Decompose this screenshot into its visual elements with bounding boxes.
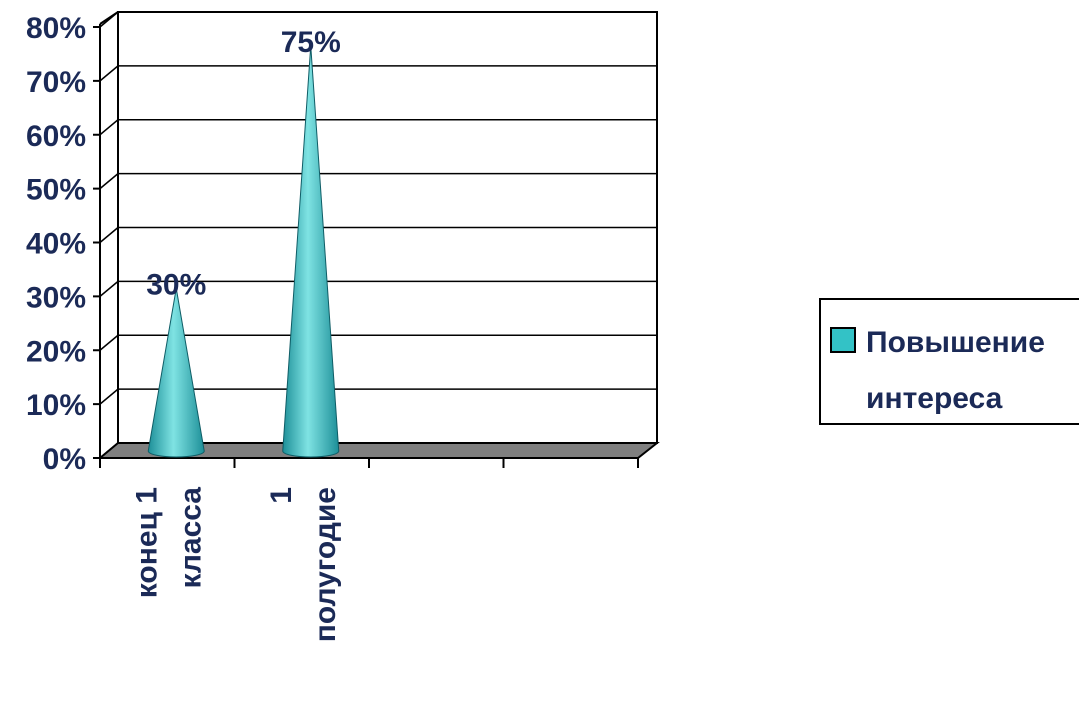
x-axis: конец 1 класса 1 полугодие — [99, 457, 639, 642]
y-tick-label: 30% — [26, 281, 86, 314]
data-label: 30% — [146, 268, 206, 301]
y-tick-label: 70% — [26, 66, 86, 99]
wall-gridline — [99, 388, 119, 405]
legend-swatch — [830, 327, 856, 353]
wall-gridline — [99, 226, 119, 244]
wall-gridline — [99, 280, 119, 297]
cone-bar — [282, 45, 340, 458]
y-tick-label: 40% — [26, 228, 86, 261]
gridlines — [99, 11, 657, 459]
wall-gridline — [99, 173, 119, 190]
data-series — [147, 45, 340, 458]
x-category-label: полугодие — [309, 487, 342, 642]
legend-label-line-2: интереса — [866, 382, 1003, 415]
wall-gridline — [99, 11, 119, 28]
wall-gridline — [99, 119, 119, 136]
x-category-label: 1 — [265, 487, 298, 504]
y-tick-label: 50% — [26, 174, 86, 207]
wall-gridline — [99, 334, 119, 351]
y-tick-label: 80% — [26, 12, 86, 45]
x-category-label: класса — [174, 487, 207, 589]
legend: Повышение интереса — [819, 298, 1079, 425]
y-tick-label: 0% — [43, 443, 86, 476]
cone-bar — [147, 288, 205, 458]
y-tick-label: 20% — [26, 335, 86, 368]
y-axis: 0% 10% 20% 30% 40% 50% 60% 70% 80% — [26, 12, 101, 476]
y-tick-label: 60% — [26, 120, 86, 153]
y-tick-label: 10% — [26, 389, 86, 422]
data-labels: 30% 75% — [146, 26, 341, 301]
data-label: 75% — [281, 26, 341, 59]
x-category-label: конец 1 — [130, 487, 163, 598]
legend-box — [819, 298, 1079, 425]
wall-gridline — [99, 65, 119, 82]
legend-label-line-1: Повышение — [866, 326, 1045, 359]
